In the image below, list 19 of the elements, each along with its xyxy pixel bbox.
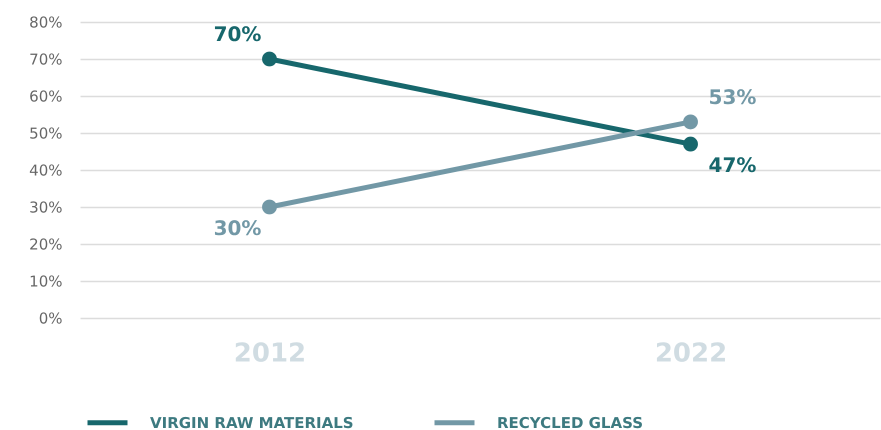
y-tick-label: 30% bbox=[29, 198, 62, 216]
y-tick-label: 0% bbox=[38, 310, 62, 328]
y-tick-label: 40% bbox=[29, 162, 62, 180]
legend-label: VIRGIN RAW MATERIALS bbox=[150, 414, 354, 430]
y-tick-label: 80% bbox=[29, 14, 62, 32]
y-tick-label: 50% bbox=[29, 124, 62, 142]
point bbox=[262, 200, 277, 214]
data-label: 70% bbox=[214, 22, 262, 46]
y-tick-label: 60% bbox=[29, 88, 62, 106]
point bbox=[683, 136, 698, 152]
y-tick-label: 70% bbox=[29, 50, 62, 68]
point bbox=[262, 52, 277, 66]
data-label: 30% bbox=[214, 216, 262, 240]
y-tick-label: 20% bbox=[29, 236, 62, 254]
data-label: 47% bbox=[708, 153, 756, 178]
y-tick-label: 10% bbox=[29, 272, 62, 290]
point bbox=[683, 114, 698, 130]
legend-label: RECYCLED GLASS bbox=[497, 414, 644, 430]
data-label: 53% bbox=[708, 84, 756, 109]
